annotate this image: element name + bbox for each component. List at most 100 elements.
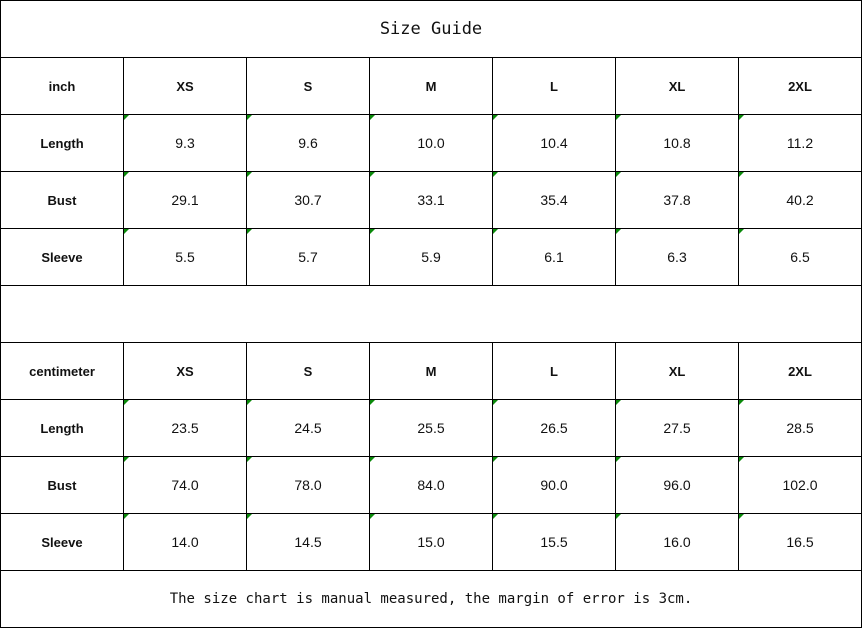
size-header-cell[interactable]: M: [369, 57, 492, 114]
measurement-cell[interactable]: 10.4: [492, 114, 615, 171]
row-label-cell[interactable]: Bust: [0, 171, 123, 228]
comment-marker-icon: [370, 172, 375, 177]
comment-marker-icon: [739, 172, 744, 177]
row-label-cell-text: Length: [40, 420, 84, 436]
measurement-cell[interactable]: 16.5: [738, 513, 861, 570]
row-label-cell[interactable]: Sleeve: [0, 513, 123, 570]
title-cell[interactable]: Size Guide: [0, 0, 861, 57]
measurement-cell[interactable]: 37.8: [615, 171, 738, 228]
unit-header-cell[interactable]: inch: [0, 57, 123, 114]
measurement-cell[interactable]: 6.3: [615, 228, 738, 285]
size-header-cell-text: 2XL: [788, 78, 812, 94]
size-header-cell[interactable]: 2XL: [738, 57, 861, 114]
comment-marker-icon: [616, 400, 621, 405]
comment-marker-icon: [124, 457, 129, 462]
measurement-cell-text: 90.0: [540, 477, 568, 493]
measurement-cell-text: 6.1: [544, 249, 564, 265]
size-header-cell[interactable]: XS: [123, 57, 246, 114]
measurement-cell-text: 35.4: [540, 192, 568, 208]
measurement-cell-text: 5.9: [421, 249, 441, 265]
size-header-cell[interactable]: 2XL: [738, 342, 861, 399]
measurement-cell[interactable]: 15.5: [492, 513, 615, 570]
measurement-cell-text: 6.5: [790, 249, 810, 265]
measurement-cell-text: 6.3: [667, 249, 687, 265]
measurement-cell-text: 28.5: [786, 420, 814, 436]
measurement-cell[interactable]: 23.5: [123, 399, 246, 456]
measurement-cell[interactable]: 6.1: [492, 228, 615, 285]
measurement-cell[interactable]: 96.0: [615, 456, 738, 513]
measurement-cell[interactable]: 26.5: [492, 399, 615, 456]
measurement-cell[interactable]: 84.0: [369, 456, 492, 513]
measurement-cell[interactable]: 74.0: [123, 456, 246, 513]
comment-marker-icon: [493, 400, 498, 405]
measurement-cell-text: 26.5: [540, 420, 568, 436]
row-label-cell[interactable]: Bust: [0, 456, 123, 513]
measurement-cell-text: 25.5: [417, 420, 445, 436]
measurement-cell[interactable]: 5.5: [123, 228, 246, 285]
measurement-cell[interactable]: 29.1: [123, 171, 246, 228]
comment-marker-icon: [739, 400, 744, 405]
row-label-cell-text: Length: [40, 135, 84, 151]
measurement-cell[interactable]: 11.2: [738, 114, 861, 171]
comment-marker-icon: [370, 457, 375, 462]
size-header-cell[interactable]: M: [369, 342, 492, 399]
measurement-cell[interactable]: 14.5: [246, 513, 369, 570]
measurement-cell[interactable]: 90.0: [492, 456, 615, 513]
comment-marker-icon: [493, 172, 498, 177]
measurement-cell[interactable]: 102.0: [738, 456, 861, 513]
comment-marker-icon: [370, 229, 375, 234]
measurement-cell[interactable]: 40.2: [738, 171, 861, 228]
measurement-cell-text: 5.7: [298, 249, 318, 265]
size-header-cell-text: S: [303, 78, 313, 94]
size-header-cell-text: XS: [176, 78, 194, 94]
size-header-cell[interactable]: L: [492, 342, 615, 399]
comment-marker-icon: [247, 514, 252, 519]
note-cell[interactable]: The size chart is manual measured, the m…: [0, 570, 861, 627]
measurement-cell-text: 16.0: [663, 534, 691, 550]
measurement-cell[interactable]: 28.5: [738, 399, 861, 456]
measurement-cell[interactable]: 24.5: [246, 399, 369, 456]
size-header-cell[interactable]: XL: [615, 342, 738, 399]
measurement-cell[interactable]: 25.5: [369, 399, 492, 456]
measurement-cell[interactable]: 33.1: [369, 171, 492, 228]
size-header-cell[interactable]: S: [246, 57, 369, 114]
measurement-cell[interactable]: 78.0: [246, 456, 369, 513]
comment-marker-icon: [370, 400, 375, 405]
measurement-cell[interactable]: 5.9: [369, 228, 492, 285]
measurement-cell-text: 16.5: [786, 534, 814, 550]
measurement-cell[interactable]: 27.5: [615, 399, 738, 456]
size-header-cell[interactable]: S: [246, 342, 369, 399]
blank-spacer-row[interactable]: [0, 285, 861, 342]
measurement-cell-text: 27.5: [663, 420, 691, 436]
measurement-cell-text: 29.1: [171, 192, 199, 208]
row-label-cell[interactable]: Length: [0, 399, 123, 456]
size-header-cell-text: S: [303, 363, 313, 379]
row-label-cell[interactable]: Length: [0, 114, 123, 171]
measurement-cell[interactable]: 35.4: [492, 171, 615, 228]
row-label-cell-text: Bust: [47, 477, 77, 493]
measurement-cell[interactable]: 9.3: [123, 114, 246, 171]
measurement-cell[interactable]: 10.8: [615, 114, 738, 171]
size-header-cell-text: 2XL: [788, 363, 812, 379]
measurement-cell[interactable]: 14.0: [123, 513, 246, 570]
measurement-cell[interactable]: 10.0: [369, 114, 492, 171]
size-header-cell-text: XL: [668, 363, 686, 379]
size-header-cell[interactable]: XS: [123, 342, 246, 399]
unit-header-cell-text: centimeter: [29, 363, 95, 379]
comment-marker-icon: [493, 457, 498, 462]
comment-marker-icon: [370, 514, 375, 519]
size-header-cell-text: M: [425, 363, 437, 379]
comment-marker-icon: [739, 115, 744, 120]
measurement-cell[interactable]: 5.7: [246, 228, 369, 285]
unit-header-cell[interactable]: centimeter: [0, 342, 123, 399]
measurement-cell[interactable]: 9.6: [246, 114, 369, 171]
measurement-cell-text: 9.6: [298, 135, 318, 151]
size-header-cell[interactable]: XL: [615, 57, 738, 114]
measurement-cell[interactable]: 15.0: [369, 513, 492, 570]
row-label-cell[interactable]: Sleeve: [0, 228, 123, 285]
measurement-cell[interactable]: 6.5: [738, 228, 861, 285]
measurement-cell[interactable]: 16.0: [615, 513, 738, 570]
measurement-cell[interactable]: 30.7: [246, 171, 369, 228]
size-header-cell[interactable]: L: [492, 57, 615, 114]
comment-marker-icon: [124, 229, 129, 234]
